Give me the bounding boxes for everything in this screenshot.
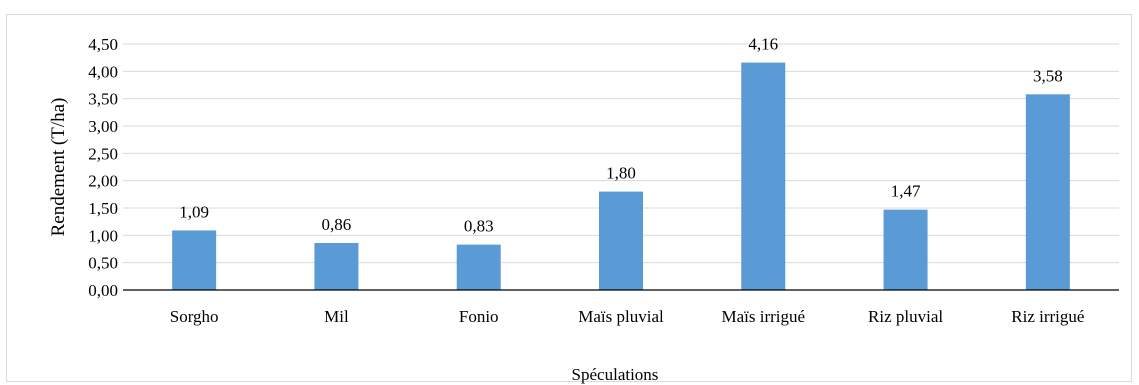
y-tick-label: 0,00 <box>88 281 118 300</box>
y-axis-title: Rendement (T/ha) <box>48 98 69 237</box>
x-tick-label: Riz pluvial <box>868 307 943 326</box>
y-tick-label: 1,00 <box>88 226 118 245</box>
data-label: 1,80 <box>606 164 636 183</box>
x-tick-label: Riz irrigué <box>1011 307 1084 326</box>
y-tick-label: 1,50 <box>88 199 118 218</box>
y-tick-label: 2,00 <box>88 172 118 191</box>
x-tick-label: Maïs irrigué <box>721 307 805 326</box>
bar <box>314 242 359 290</box>
data-label: 3,58 <box>1033 66 1063 85</box>
x-tick-labels: Sorgho Mil Fonio Maïs pluvial Maïs irrigué Ri… <box>170 307 1085 326</box>
x-tick-label: Maïs pluvial <box>578 307 664 326</box>
bar <box>172 230 217 290</box>
bar <box>741 62 786 290</box>
chart-frame <box>6 14 1132 382</box>
x-tick-label: Sorgho <box>170 307 219 326</box>
x-axis-title: Spéculations <box>572 365 659 384</box>
y-tick-label: 3,50 <box>88 90 118 109</box>
data-label: 4,16 <box>748 35 778 54</box>
y-tick-label: 4,50 <box>88 35 118 54</box>
data-label: 0,83 <box>464 217 494 236</box>
x-tick-label: Fonio <box>459 307 499 326</box>
bar <box>1025 94 1070 290</box>
data-label: 1,09 <box>179 202 209 221</box>
data-label: 1,47 <box>891 182 921 201</box>
data-labels: 1,09 0,86 0,83 1,80 4,16 1,47 3,58 <box>179 35 1062 236</box>
y-tick-label: 3,00 <box>88 117 118 136</box>
x-tick-label: Mil <box>324 307 349 326</box>
y-tick-label: 0,50 <box>88 254 118 273</box>
y-tick-label: 2,50 <box>88 144 118 163</box>
y-tick-labels: 0,00 0,50 1,00 1,50 2,00 2,50 3,00 3,50 4,00 4,50 <box>88 35 118 300</box>
y-tick-label: 4,00 <box>88 62 118 81</box>
bar <box>599 191 643 290</box>
data-label: 0,86 <box>322 215 352 234</box>
bar <box>883 209 928 290</box>
bar <box>456 244 501 290</box>
bars <box>172 62 1070 290</box>
